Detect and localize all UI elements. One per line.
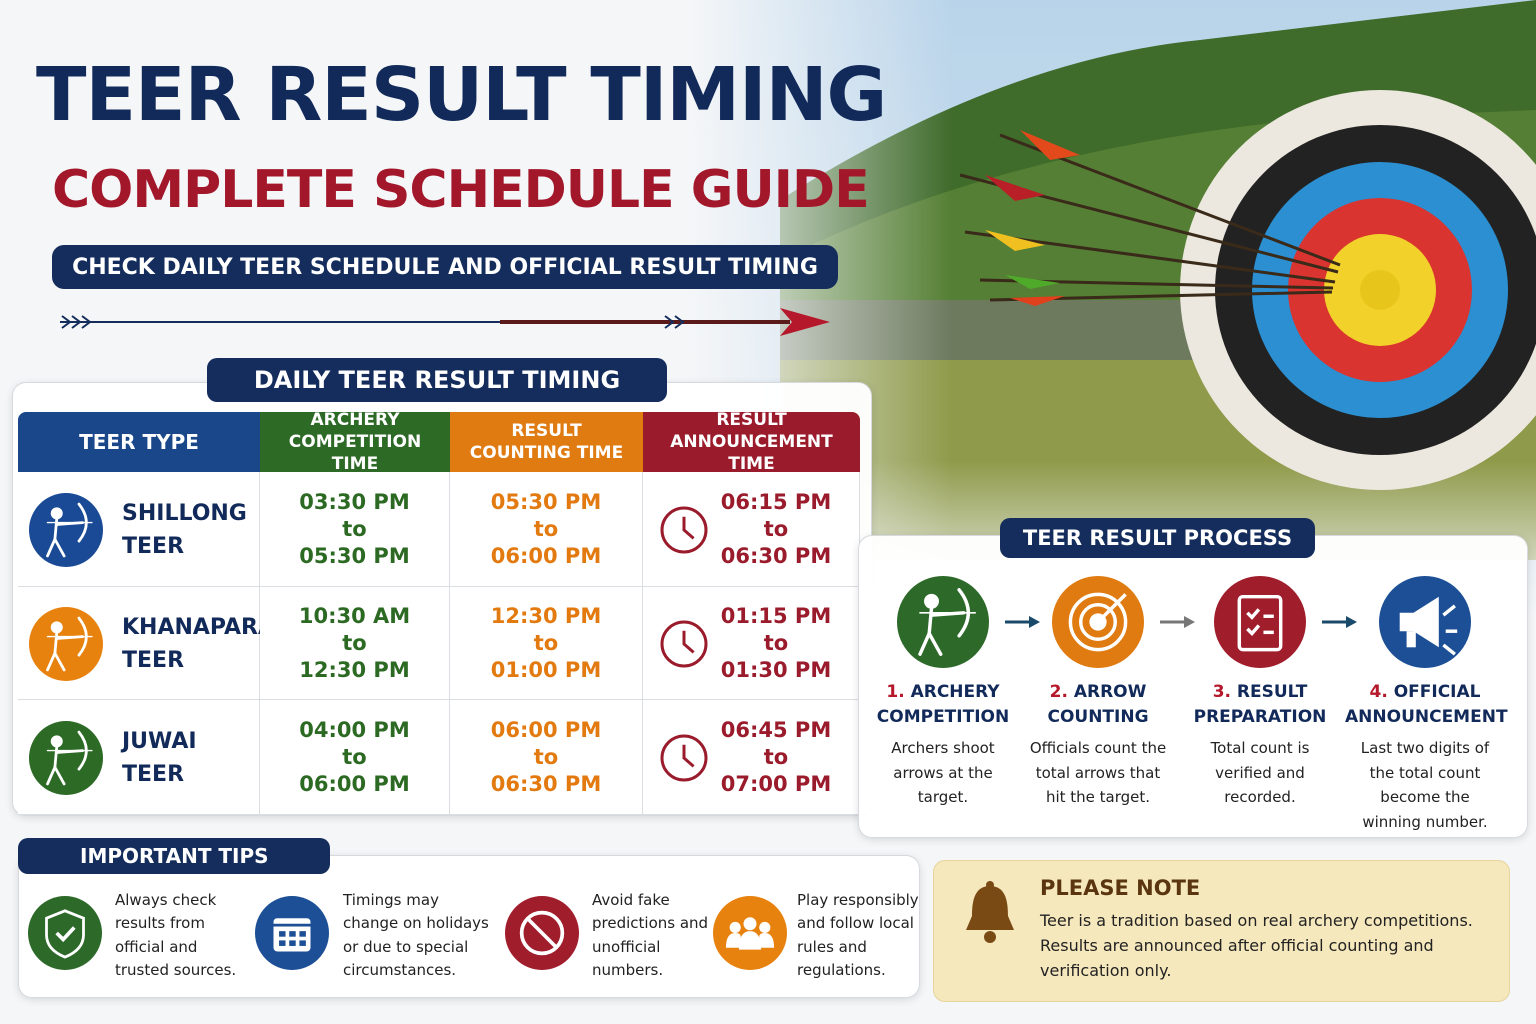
step-title: 2. ARROW COUNTING xyxy=(1018,680,1178,730)
time: 06:15 PM xyxy=(720,489,832,514)
teer-icon xyxy=(29,492,103,567)
tip-icon xyxy=(713,896,787,970)
time-cell: 12:30 PM to 01:00 PM xyxy=(450,587,643,700)
column-header: RESULT COUNTING TIME xyxy=(450,412,643,472)
teer-icon xyxy=(29,606,103,681)
time: 03:30 PM xyxy=(299,489,410,514)
clock-icon xyxy=(660,734,708,781)
time: 01:30 PM xyxy=(720,657,832,682)
step-name: ARCHERY COMPETITION xyxy=(876,682,1010,727)
step-icon xyxy=(897,576,989,668)
time: 07:00 PM xyxy=(720,771,832,796)
clock-icon xyxy=(660,620,708,667)
time-separator: to xyxy=(342,630,367,655)
step-text: Total count is verified and recorded. xyxy=(1210,739,1310,806)
time: 04:00 PM xyxy=(299,717,410,742)
time-cell: 05:30 PM to 06:00 PM xyxy=(450,472,643,587)
time: 01:00 PM xyxy=(490,657,602,682)
tip-text: Avoid fake predictions and unofficial nu… xyxy=(592,891,709,979)
time-separator: to xyxy=(763,744,789,769)
process-title: TEER RESULT PROCESS xyxy=(1000,518,1315,558)
note-title: PLEASE NOTE xyxy=(1040,876,1201,900)
step-name: ARROW COUNTING xyxy=(1047,682,1149,727)
tip-text: Always check results from official and t… xyxy=(115,891,237,979)
step-title: 3. RESULT PREPARATION xyxy=(1180,680,1340,730)
time-cell: 10:30 AM to 12:30 PM xyxy=(260,587,450,700)
subtitle: COMPLETE SCHEDULE GUIDE xyxy=(52,160,870,220)
step-number: 3. xyxy=(1212,682,1231,702)
time-separator: to xyxy=(533,744,559,769)
tip-icon xyxy=(505,896,579,970)
teer-icon xyxy=(29,720,103,795)
time-separator: to xyxy=(342,744,367,769)
tip-icon xyxy=(28,896,102,970)
table-title: DAILY TEER RESULT TIMING xyxy=(207,358,667,402)
time: 05:30 PM xyxy=(490,489,602,514)
column-header: RESULT ANNOUNCEMENT TIME xyxy=(643,410,860,474)
note-text: Teer is a tradition based on real archer… xyxy=(1040,911,1473,980)
column-header: TEER TYPE xyxy=(18,412,260,472)
time: 06:00 PM xyxy=(299,771,410,796)
time: 12:30 PM xyxy=(299,657,410,682)
time: 06:00 PM xyxy=(490,543,602,568)
time-separator: to xyxy=(763,630,789,655)
tip-text: Play responsibly and follow local rules … xyxy=(797,891,919,979)
time: 05:30 PM xyxy=(299,543,410,568)
time: 06:30 PM xyxy=(720,543,832,568)
step-text: Last two digits of the total count becom… xyxy=(1360,739,1490,831)
step-title: 1. ARCHERY COMPETITION xyxy=(863,680,1023,730)
time-cell: 06:45 PM to 07:00 PM xyxy=(643,700,860,815)
time-cell: 03:30 PM to 05:30 PM xyxy=(260,472,450,587)
step-arrow xyxy=(1005,616,1040,628)
step-number: 4. xyxy=(1369,682,1388,702)
teer-name: KHANAPARA TEER xyxy=(122,614,276,673)
tip-text: Timings may change on holidays or due to… xyxy=(343,891,489,979)
time-cell: 04:00 PM to 06:00 PM xyxy=(260,700,450,815)
step-number: 2. xyxy=(1049,682,1068,702)
time-cell: 06:00 PM to 06:30 PM xyxy=(450,700,643,815)
time: 06:45 PM xyxy=(720,717,832,742)
time: 06:30 PM xyxy=(490,771,602,796)
step-icon xyxy=(1379,576,1471,668)
bell-icon xyxy=(966,881,1014,943)
teer-name: JUWAI TEER xyxy=(122,728,197,787)
time-cell: 01:15 PM to 01:30 PM xyxy=(643,587,860,700)
tip-icon xyxy=(255,896,329,970)
tips-title: IMPORTANT TIPS xyxy=(18,838,330,874)
time-separator: to xyxy=(342,516,367,541)
time: 12:30 PM xyxy=(490,603,602,628)
time: 10:30 AM xyxy=(298,603,411,628)
step-name: OFFICIAL ANNOUNCEMENT xyxy=(1345,682,1508,727)
teer-name: SHILLONG TEER xyxy=(122,500,247,559)
tagline: CHECK DAILY TEER SCHEDULE AND OFFICIAL R… xyxy=(52,245,838,289)
step-icon xyxy=(1052,576,1144,668)
column-header: ARCHERY COMPETITION TIME xyxy=(260,410,450,474)
time-cell: 06:15 PM to 06:30 PM xyxy=(643,472,860,587)
step-title: 4. OFFICIAL ANNOUNCEMENT xyxy=(1345,680,1508,730)
note-panel xyxy=(933,860,1510,1002)
step-arrow xyxy=(1322,616,1357,628)
time-separator: to xyxy=(763,516,789,541)
step-number: 1. xyxy=(886,682,905,702)
time-separator: to xyxy=(533,630,559,655)
step-text: Officials count the total arrows that hi… xyxy=(1029,739,1167,806)
time: 01:15 PM xyxy=(720,603,832,628)
step-arrow xyxy=(1160,616,1195,628)
title: TEER RESULT TIMING xyxy=(36,52,887,138)
step-name: RESULT PREPARATION xyxy=(1193,682,1327,727)
time: 06:00 PM xyxy=(490,717,602,742)
step-icon xyxy=(1214,576,1306,668)
clock-icon xyxy=(660,506,708,553)
time-separator: to xyxy=(533,516,559,541)
step-text: Archers shoot arrows at the target. xyxy=(891,739,995,806)
